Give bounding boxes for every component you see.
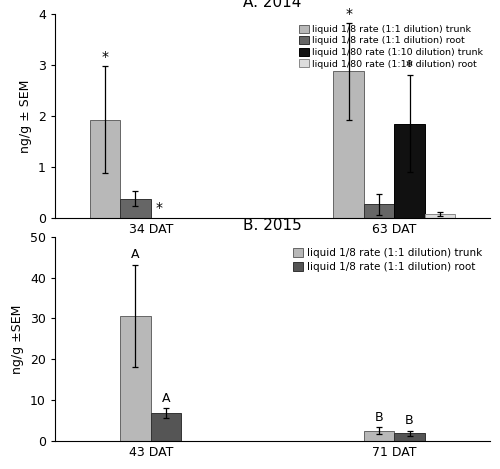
Y-axis label: ng/g ±SEM: ng/g ±SEM xyxy=(12,304,24,373)
Bar xyxy=(90,120,120,218)
Text: B: B xyxy=(375,411,384,424)
Bar xyxy=(120,199,150,218)
Bar xyxy=(334,71,364,218)
Title: A. 2014: A. 2014 xyxy=(244,0,302,10)
Text: B: B xyxy=(405,415,414,427)
Bar xyxy=(364,431,394,441)
Text: A: A xyxy=(131,248,140,261)
Legend: liquid 1/8 rate (1:1 dilution) trunk, liquid 1/8 rate (1:1 dilution) root: liquid 1/8 rate (1:1 dilution) trunk, li… xyxy=(291,246,485,274)
Bar xyxy=(394,124,425,218)
Text: *: * xyxy=(345,7,352,21)
Bar xyxy=(394,433,425,441)
Text: *: * xyxy=(406,59,413,73)
Bar xyxy=(425,214,455,218)
Bar xyxy=(120,316,150,441)
Text: *: * xyxy=(102,50,108,64)
Y-axis label: ng/g ± SEM: ng/g ± SEM xyxy=(20,79,32,153)
Bar xyxy=(364,204,394,218)
Bar xyxy=(150,413,181,441)
Legend: liquid 1/8 rate (1:1 dilution) trunk, liquid 1/8 rate (1:1 dilution) root, liqui: liquid 1/8 rate (1:1 dilution) trunk, li… xyxy=(298,23,486,70)
Title: B. 2015: B. 2015 xyxy=(243,218,302,233)
Text: A: A xyxy=(162,392,170,405)
Text: *: * xyxy=(156,201,163,215)
